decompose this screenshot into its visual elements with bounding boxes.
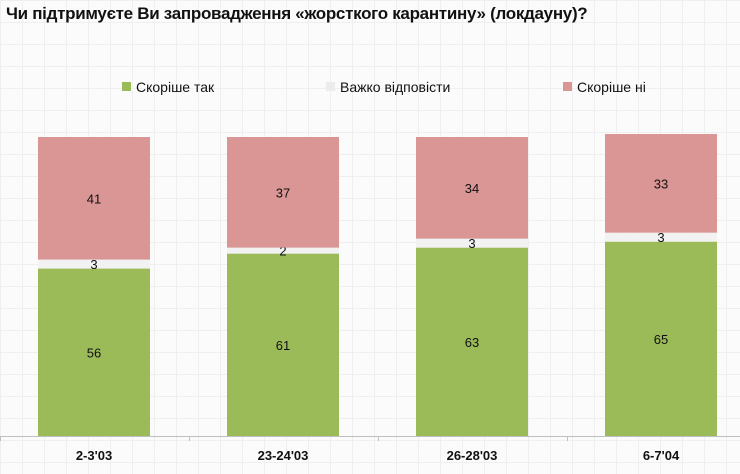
data-label: 41: [87, 191, 101, 206]
data-label: 65: [654, 332, 668, 347]
legend-swatch: [563, 82, 572, 91]
legend-label: Скоріше ні: [577, 79, 646, 95]
bar-segment: [227, 247, 339, 254]
legend-label: Важко відповісти: [340, 79, 450, 95]
data-label: 2: [279, 244, 286, 259]
x-tick-label: 23-24'03: [258, 448, 309, 463]
x-tick-label: 26-28'03: [447, 448, 498, 463]
bar-segment: [38, 259, 150, 269]
data-label: 34: [465, 181, 479, 196]
data-label: 3: [468, 236, 475, 251]
x-tick-label: 2-3'03: [76, 448, 112, 463]
bar-segment: [38, 268, 150, 436]
data-label: 33: [654, 176, 668, 191]
bar-segment: [227, 253, 339, 436]
bar-segment: [38, 137, 150, 260]
data-label: 3: [90, 257, 97, 272]
legend-swatch: [326, 82, 335, 91]
legend-label: Скоріше так: [136, 79, 215, 95]
data-label: 3: [657, 230, 664, 245]
bar-segment: [605, 134, 717, 233]
bar-segment: [416, 247, 528, 436]
data-label: 61: [276, 338, 290, 353]
chart-title: Чи підтримуєте Ви запровадження «жорстко…: [6, 4, 588, 23]
bar-segment: [605, 232, 717, 242]
x-tick-label: 6-7'04: [643, 448, 680, 463]
bar-segment: [416, 238, 528, 248]
bar-segment: [605, 241, 717, 436]
legend-swatch: [122, 82, 131, 91]
bar-segment: [416, 137, 528, 239]
data-label: 63: [465, 335, 479, 350]
data-label: 56: [87, 345, 101, 360]
bar-segment: [227, 137, 339, 248]
data-label: 37: [276, 185, 290, 200]
